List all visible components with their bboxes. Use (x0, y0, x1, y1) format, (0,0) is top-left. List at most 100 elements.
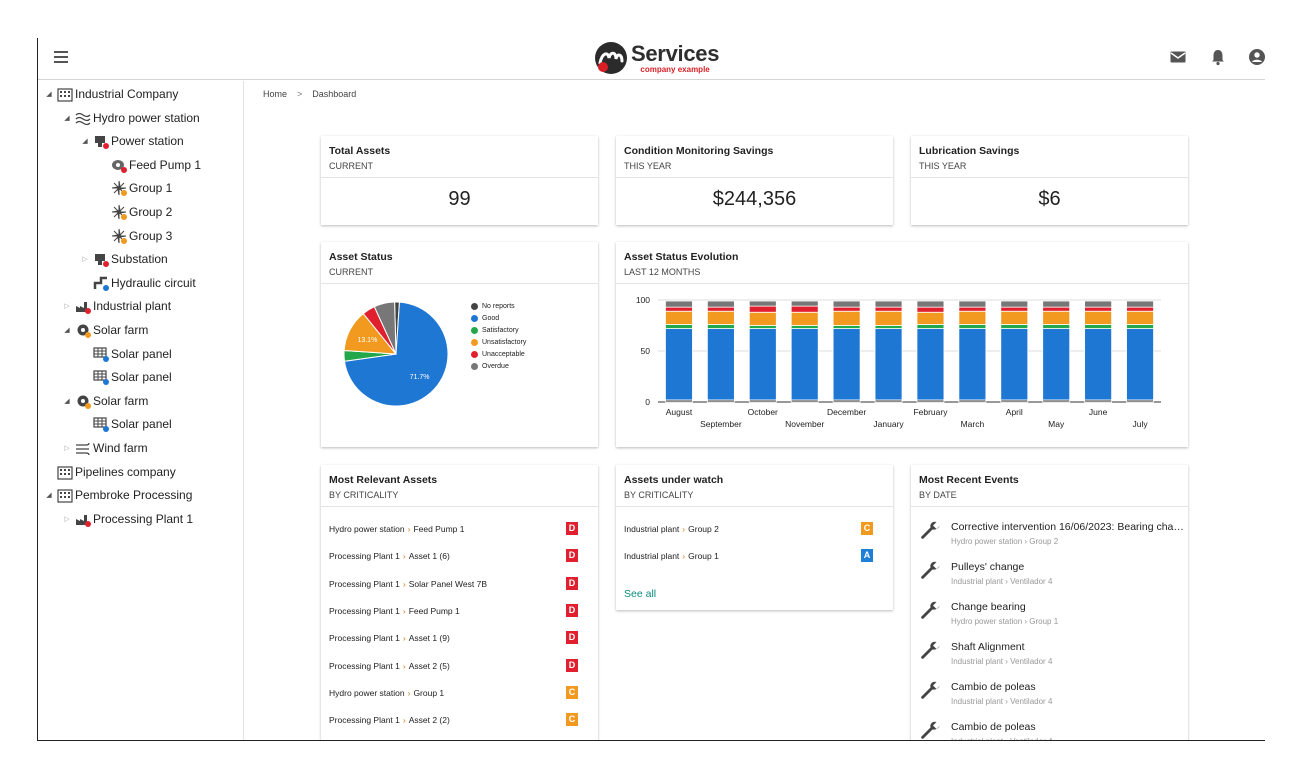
expand-toggle-icon[interactable]: ▷ (64, 445, 70, 452)
bar-segment[interactable] (958, 310, 987, 325)
legend-item[interactable]: Unsatisfactory (471, 336, 526, 348)
total-assets-card[interactable]: Total Assets CURRENT 99 (321, 136, 598, 225)
asset-row[interactable]: Hydro power station › Feed Pump 1 D (329, 519, 578, 539)
bar-segment[interactable] (916, 306, 945, 313)
bar-segment[interactable] (1000, 324, 1029, 329)
bar-segment[interactable] (665, 324, 693, 329)
see-all-link[interactable]: See all (624, 588, 657, 600)
tree-item[interactable]: Feed Pump 1 (98, 154, 201, 176)
collapse-toggle-icon[interactable]: ◢ (64, 397, 70, 405)
collapse-toggle-icon[interactable]: ◢ (82, 138, 88, 146)
bar-segment[interactable] (706, 328, 735, 401)
bar-segment[interactable] (665, 306, 693, 312)
bar-segment[interactable] (1084, 324, 1113, 329)
bar-segment[interactable] (1000, 310, 1029, 325)
bar-segment[interactable] (1042, 306, 1071, 312)
legend-item[interactable]: No reports (471, 300, 526, 312)
collapse-toggle-icon[interactable]: ◢ (64, 114, 70, 122)
bar-segment[interactable] (790, 311, 819, 326)
tree-item[interactable]: ◢ Power station (80, 130, 184, 152)
bar-segment[interactable] (832, 310, 861, 326)
bar-segment[interactable] (790, 300, 819, 307)
bar-segment[interactable] (748, 311, 777, 326)
bar-segment[interactable] (874, 300, 903, 308)
legend-item[interactable]: Good (471, 312, 526, 324)
bar-segment[interactable] (1042, 324, 1071, 329)
bar-segment[interactable] (1084, 310, 1113, 325)
bar-segment[interactable] (748, 300, 777, 307)
collapse-toggle-icon[interactable]: ◢ (46, 492, 52, 500)
tree-item[interactable]: ◢ Hydro power station (62, 107, 200, 129)
bar-segment[interactable] (832, 300, 861, 308)
bar-segment[interactable] (958, 306, 987, 312)
asset-row[interactable]: Processing Plant 1 › Asset 2 (5) D (329, 656, 578, 676)
legend-item[interactable]: Overdue (471, 360, 526, 372)
tree-item[interactable]: Group 1 (98, 177, 172, 199)
bar-segment[interactable] (1042, 310, 1071, 325)
asset-row[interactable]: Processing Plant 1 › Asset 1 (9) D (329, 628, 578, 648)
event-item[interactable]: Shaft Alignment Industrial plant › Ventil… (919, 639, 1184, 679)
app-logo[interactable]: Services company example (594, 40, 719, 76)
bar-segment[interactable] (1126, 324, 1154, 329)
bar-segment[interactable] (665, 328, 693, 401)
bar-segment[interactable] (1042, 300, 1071, 308)
bar-segment[interactable] (958, 328, 987, 401)
menu-icon[interactable] (54, 51, 68, 63)
bar-segment[interactable] (1126, 306, 1154, 312)
bar-segment[interactable] (1084, 306, 1113, 312)
mail-icon[interactable] (1169, 48, 1187, 66)
bar-segment[interactable] (874, 328, 903, 401)
bar-segment[interactable] (706, 324, 735, 329)
tree-item[interactable]: Group 2 (98, 201, 172, 223)
bar-segment[interactable] (748, 328, 777, 401)
tree-item[interactable]: ◢ Solar farm (62, 319, 148, 341)
event-item[interactable]: Corrective intervention 16/06/2023: Bear… (919, 519, 1187, 559)
bar-segment[interactable] (706, 300, 735, 308)
bar-segment[interactable] (1084, 328, 1113, 401)
bar-segment[interactable] (1126, 300, 1154, 308)
bar-segment[interactable] (832, 306, 861, 312)
tree-item[interactable]: ◢ Solar farm (62, 390, 148, 412)
bar-segment[interactable] (706, 310, 735, 325)
pie-slice[interactable] (373, 301, 397, 355)
bar-segment[interactable] (1084, 300, 1113, 308)
bar-segment[interactable] (1000, 300, 1029, 308)
tree-item[interactable]: Solar panel (80, 343, 172, 365)
asset-status-pie-chart[interactable]: 71.7% 13.1% (336, 294, 456, 414)
asset-row[interactable]: Processing Plant 1 › Asset 2 (2) C (329, 710, 578, 730)
event-item[interactable]: Cambio de poleas Industrial plant › Venti… (919, 679, 1184, 719)
asset-row[interactable]: Hydro power station › Group 1 C (329, 683, 578, 703)
bar-segment[interactable] (916, 324, 945, 329)
asset-row[interactable]: Processing Plant 1 › Asset 1 (6) D (329, 546, 578, 566)
asset-row[interactable]: Industrial plant › Group 1 A (624, 546, 873, 566)
tree-item[interactable]: ▷ Processing Plant 1 (62, 508, 193, 530)
bar-segment[interactable] (1000, 306, 1029, 312)
tree-item[interactable]: ◢ Industrial Company (44, 83, 178, 105)
bar-segment[interactable] (748, 305, 777, 313)
bar-segment[interactable] (874, 306, 903, 312)
tree-item[interactable]: ▷ Substation (80, 248, 168, 270)
bar-segment[interactable] (1000, 328, 1029, 401)
asset-status-evolution-chart[interactable]: 0 50 100 August September October NovemberDece… (616, 292, 1188, 437)
asset-row[interactable]: Processing Plant 1 › Solar Panel West 7B D (329, 574, 578, 594)
event-item[interactable]: Cambio de poleas Industrial plant › Venti… (919, 719, 1184, 740)
expand-toggle-icon[interactable]: ▷ (64, 515, 70, 523)
event-item[interactable]: Change bearing Hydro power station › Grou… (919, 599, 1184, 639)
asset-row[interactable]: Processing Plant 1 › Feed Pump 1 D (329, 601, 578, 621)
bar-segment[interactable] (916, 328, 945, 401)
tree-item[interactable]: Solar panel (80, 413, 172, 435)
tree-item[interactable]: Solar panel (80, 366, 172, 388)
bell-icon[interactable] (1209, 48, 1227, 66)
bar-segment[interactable] (874, 325, 903, 329)
breadcrumb-home[interactable]: Home (263, 89, 288, 99)
expand-toggle-icon[interactable]: ▷ (64, 303, 70, 311)
tree-item[interactable]: ▷ Wind farm (62, 437, 148, 459)
legend-item[interactable]: Unacceptable (471, 348, 526, 360)
bar-segment[interactable] (665, 310, 693, 325)
tree-item[interactable]: Pipelines company (44, 461, 176, 483)
tree-item[interactable]: ◢ Pembroke Processing (44, 484, 192, 506)
bar-segment[interactable] (1042, 328, 1071, 401)
bar-segment[interactable] (790, 328, 819, 401)
collapse-toggle-icon[interactable]: ◢ (64, 327, 70, 334)
bar-segment[interactable] (832, 328, 861, 401)
